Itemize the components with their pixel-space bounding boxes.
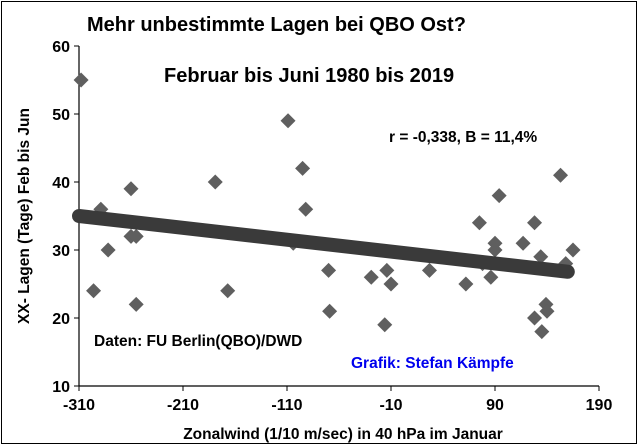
data-point [421, 262, 437, 278]
y-tick-label: 50 [52, 107, 70, 124]
x-tick-label: 190 [586, 397, 613, 414]
data-point [295, 160, 311, 176]
x-tick-label: -110 [271, 397, 302, 414]
data-point [123, 181, 139, 197]
data-point [363, 269, 379, 285]
data-point [207, 174, 223, 190]
data-point [539, 303, 555, 319]
data-point [321, 262, 337, 278]
data-point [298, 201, 314, 217]
data-point [515, 235, 531, 251]
data-point [487, 242, 503, 258]
x-tick-label: -310 [63, 397, 95, 414]
data-point [128, 296, 144, 312]
trend-layer [72, 209, 575, 279]
y-tick-label: 40 [52, 175, 70, 192]
data-point [73, 72, 89, 88]
y-tick-label: 10 [52, 379, 70, 396]
correlation-stats: r = -0,338, B = 11,4% [389, 129, 537, 146]
chart-credit: Grafik: Stefan Kämpfe [351, 355, 514, 372]
data-point [322, 303, 338, 319]
data-point [128, 228, 144, 244]
data-point [379, 262, 395, 278]
data-point [565, 242, 581, 258]
x-tick-label: -210 [167, 397, 199, 414]
data-points [73, 72, 581, 340]
data-point [377, 317, 393, 333]
x-axis-label: Zonalwind (1/10 m/sec) in 40 hPa im Janu… [183, 426, 503, 443]
y-tick-label: 60 [52, 39, 70, 56]
data-point [100, 242, 116, 258]
data-point [383, 276, 399, 292]
y-tick-label: 20 [52, 311, 70, 328]
data-point [527, 310, 543, 326]
chart-subtitle: Februar bis Juni 1980 bis 2019 [164, 65, 454, 87]
y-axis-label: XX- Lagen (Tage) Feb bis Jun [16, 108, 33, 324]
data-point [458, 276, 474, 292]
x-tick-label: 90 [486, 397, 504, 414]
data-point [483, 269, 499, 285]
data-point [534, 324, 550, 340]
data-point [280, 113, 296, 129]
x-tick-label: -10 [379, 397, 402, 414]
y-tick-label: 30 [52, 243, 70, 260]
data-point [491, 188, 507, 204]
chart-title: Mehr unbestimmte Lagen bei QBO Ost? [87, 14, 466, 36]
data-point [220, 283, 236, 299]
data-point [527, 215, 543, 231]
data-point [471, 215, 487, 231]
data-point [553, 167, 569, 183]
trend-line [72, 209, 575, 279]
axes: 10 20 30 40 50 60 -310 -210 -110 -10 90 190 [52, 39, 612, 414]
data-point [86, 283, 102, 299]
data-source: Daten: FU Berlin(QBO)/DWD [94, 333, 302, 350]
data-point [533, 249, 549, 265]
